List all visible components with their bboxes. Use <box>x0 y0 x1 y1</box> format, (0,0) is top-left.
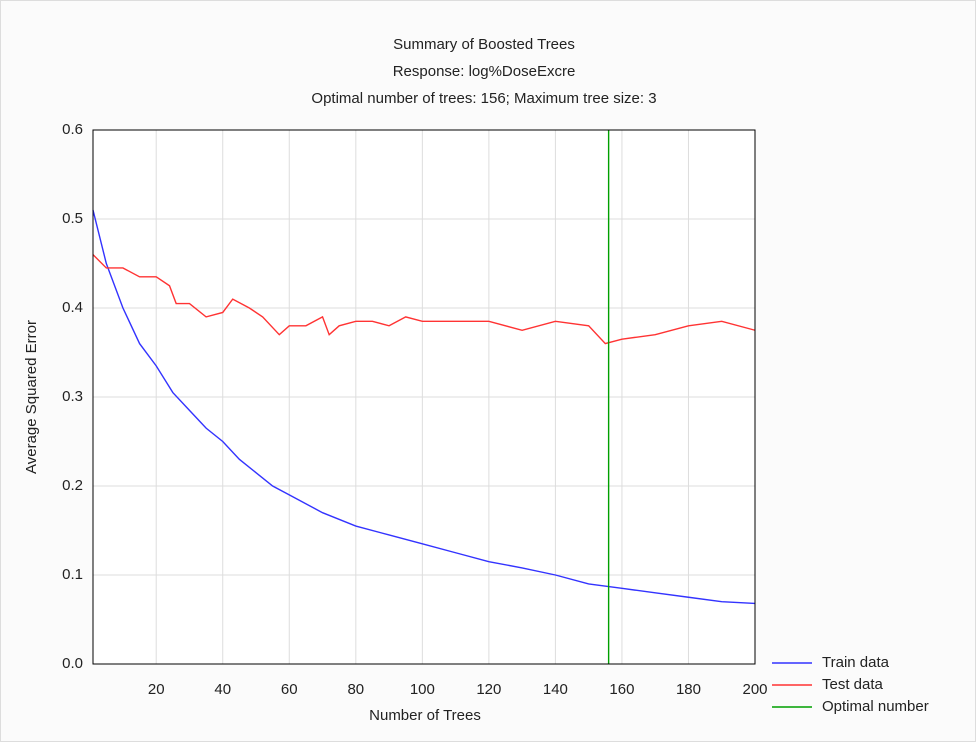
y-tick-label: 0.2 <box>62 477 83 494</box>
y-tick-label: 0.6 <box>62 121 83 138</box>
plot-border <box>92 129 756 665</box>
chart-title: Summary of Boosted Trees <box>393 36 575 53</box>
legend-label: Test data <box>822 676 884 693</box>
y-tick-label: 0.0 <box>62 655 83 672</box>
x-axis-label: Number of Trees <box>369 707 481 724</box>
y-tick-label: 0.1 <box>62 566 83 583</box>
x-tick-label: 120 <box>476 681 501 698</box>
series-line <box>92 254 756 345</box>
annotation: Optimal number of trees: 156; Maximum tr… <box>311 90 656 107</box>
y-axis-label: Average Squared Error <box>23 320 40 474</box>
x-tick-label: 200 <box>742 681 767 698</box>
x-tick-label: 40 <box>214 681 231 698</box>
x-tick-label: 140 <box>543 681 568 698</box>
y-tick-label: 0.5 <box>62 210 83 227</box>
x-tick-label: 60 <box>281 681 298 698</box>
x-tick-label: 20 <box>148 681 165 698</box>
chart-subtitle: Response: log%DoseExcre <box>393 63 576 80</box>
legend-label: Train data <box>822 654 890 671</box>
y-tick-label: 0.4 <box>62 299 83 316</box>
x-tick-label: 160 <box>609 681 634 698</box>
x-tick-label: 80 <box>347 681 364 698</box>
legend-label: Optimal number <box>822 698 929 715</box>
x-tick-label: 180 <box>676 681 701 698</box>
series-line <box>92 209 756 605</box>
x-tick-label: 100 <box>410 681 435 698</box>
y-tick-label: 0.3 <box>62 388 83 405</box>
